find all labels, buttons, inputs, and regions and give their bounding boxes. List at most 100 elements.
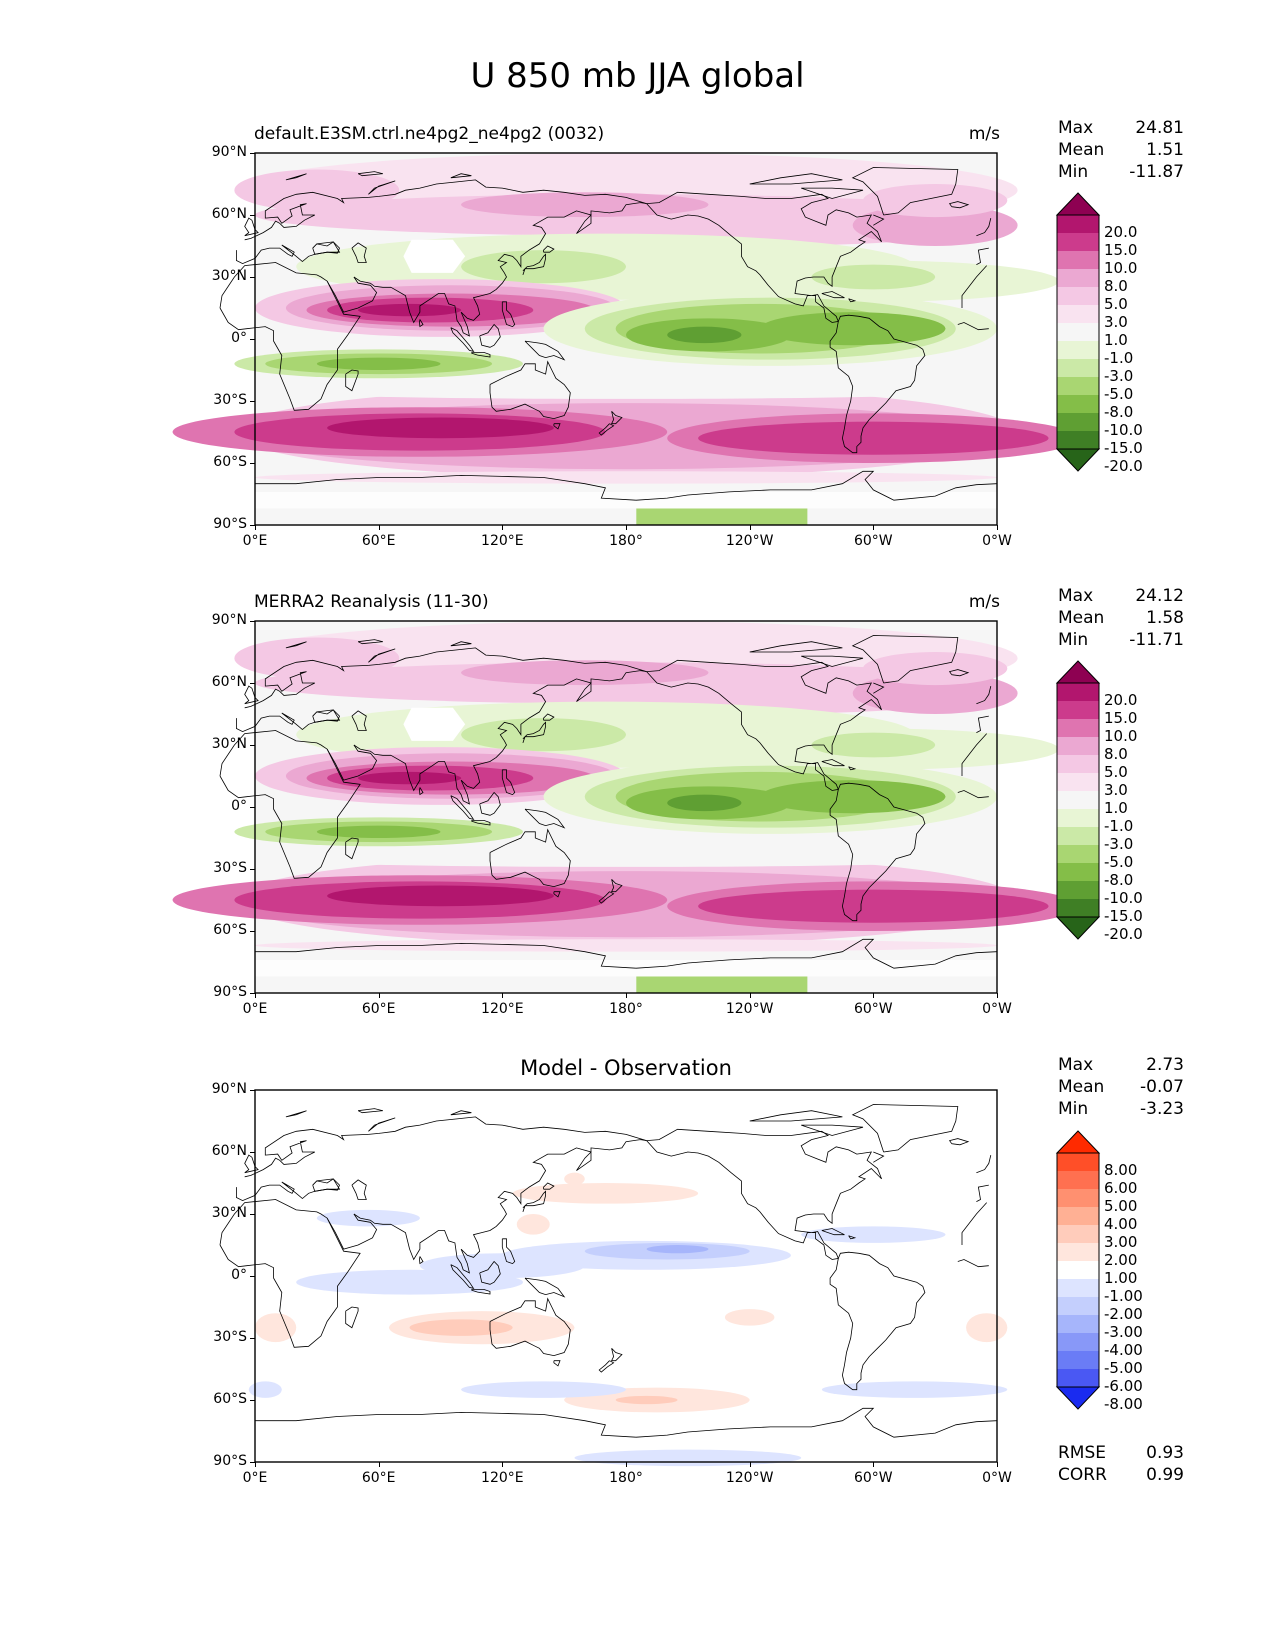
x-tick-label: 0°W [982,1470,1012,1486]
colorbar-level-label: -15.0 [1104,907,1143,925]
coastline [244,1128,369,1178]
coastline [450,1110,472,1116]
colorbar-segment [1057,827,1099,845]
y-tick-label: 90°N [211,612,247,628]
coastline [821,759,845,767]
y-tick-label: 60°N [211,206,247,222]
panel-3-corr-label: CORR [1058,1465,1107,1485]
x-tick-label: 120°W [725,1001,774,1017]
colorbar-segment [1057,1297,1099,1315]
x-tick-mark [873,525,875,530]
coastline [471,351,491,358]
y-tick-mark [250,931,255,932]
coastline [353,276,391,288]
coastline [553,891,561,898]
coastline [553,1360,561,1367]
contour-region [419,1253,585,1279]
contour-region [698,421,1049,455]
x-tick-mark [997,993,998,998]
contour-region [574,1449,802,1467]
contour-region [698,889,1049,923]
colorbar-segment [1057,773,1099,791]
colorbar-level-label: 10.0 [1104,259,1138,277]
contour-region [316,825,441,838]
contour-region [512,1183,699,1204]
masked-region-tibet [403,707,466,741]
y-tick-mark [250,525,255,526]
colorbar-segment [1057,1261,1099,1279]
colorbar-level-label: -20.0 [1104,925,1143,943]
colorbar-extend-bottom [1055,916,1101,940]
colorbar-level-label: 15.0 [1104,709,1138,727]
colorbar-level-label: -20.0 [1104,457,1143,475]
colorbar-segment [1057,215,1099,233]
colorbar-level-label: -3.0 [1104,367,1134,385]
panel-2-stat-mean-label: Mean [1058,608,1105,628]
y-tick-label: 30°S [213,1329,247,1345]
x-tick-label: 120°E [481,533,524,549]
y-tick-mark [250,215,255,216]
contour-region [667,794,742,812]
coastline [524,808,566,829]
y-tick-label: 30°N [211,268,247,284]
y-tick-label: 90°S [213,516,247,532]
x-tick-mark [502,1462,504,1467]
colorbar-extend-top [1055,1130,1101,1154]
colorbar-level-label: -15.0 [1104,439,1143,457]
coastline [326,744,378,781]
coastline [450,327,475,353]
coastline [235,709,340,733]
panel-3-corr-value: 0.99 [1146,1465,1184,1485]
contour-region [811,264,936,290]
panel-3-stat-min-value: -3.23 [1140,1099,1184,1119]
x-tick-mark [502,525,504,530]
x-tick-label: 180° [609,1470,643,1486]
coastline [357,639,383,645]
colorbar-level-label: -6.00 [1104,1377,1143,1395]
contour-region [516,1214,550,1235]
y-tick-label: 30°N [211,736,247,752]
coastline [285,1110,307,1118]
colorbar-segment [1057,1207,1099,1225]
colorbar-segment [1057,323,1099,341]
panel-2-stat-min-value: -11.71 [1129,630,1184,650]
panel-3-stat-min-label: Min [1058,1099,1089,1119]
y-tick-mark [250,153,255,154]
contour-region [358,303,462,317]
coastline [489,828,571,888]
panel-2-title: MERRA2 Reanalysis (11-30) [254,592,489,612]
panel-1-stat-max-value: 24.81 [1135,118,1184,138]
masked-region-antarctica [255,959,997,977]
x-tick-mark [626,525,627,530]
y-tick-mark [250,401,255,402]
y-tick-mark [250,1276,255,1277]
contour-region [327,885,554,907]
colorbar-segment [1057,809,1099,827]
coastline [368,180,396,195]
coastline [543,245,555,253]
x-tick-label: 180° [609,533,643,549]
contour-region [234,637,400,679]
colorbar-segment [1057,1189,1099,1207]
coastline [255,938,998,969]
colorbar-level-label: 1.0 [1104,799,1128,817]
coastline [450,641,472,647]
y-tick-mark [250,339,255,340]
y-tick-label: 30°S [213,392,247,408]
coastline [948,669,970,677]
coastline [749,173,843,185]
coastline [976,218,992,237]
colorbar-frame [1056,1152,1100,1388]
x-tick-label: 0°E [242,533,268,549]
coastline [471,819,491,826]
coastline [646,1128,882,1260]
coastline [489,1297,571,1357]
contour-region [759,312,946,346]
panel-1-map [172,152,1080,526]
coastline [976,686,992,705]
coastline [522,721,547,744]
coastline [610,411,623,425]
coastline [976,247,989,265]
y-tick-label: 90°N [211,144,247,160]
colorbar-level-label: 8.00 [1104,1161,1138,1179]
